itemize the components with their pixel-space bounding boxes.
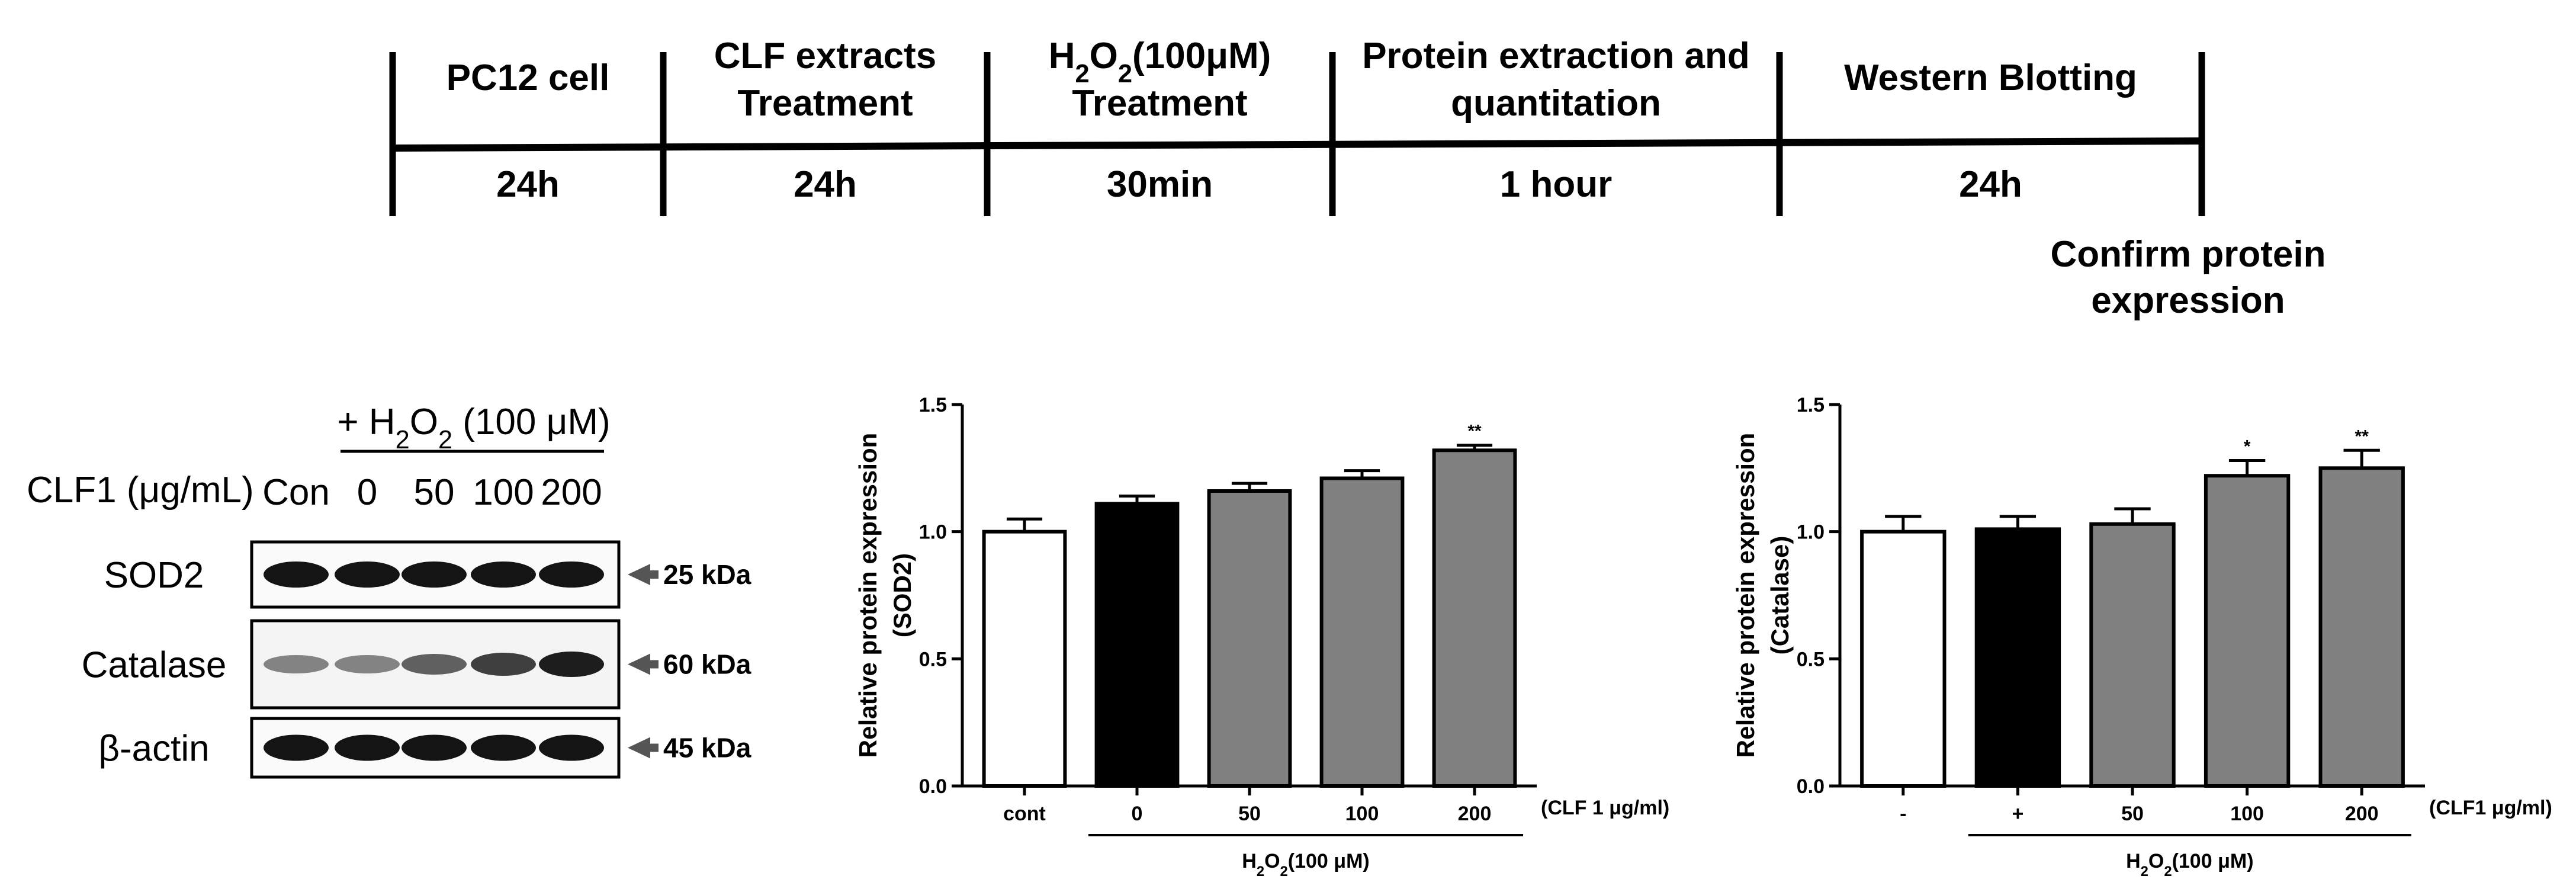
arrow-icon xyxy=(628,653,659,675)
blot-band xyxy=(402,734,467,761)
blot-lane-label: 100 xyxy=(473,472,534,513)
blot-band xyxy=(471,653,536,676)
arrow-icon xyxy=(628,564,659,585)
x-tick-label: - xyxy=(1900,803,1906,825)
bar xyxy=(1974,527,2061,788)
y-axis-title: (Catalase) xyxy=(1766,536,1794,655)
blot-band xyxy=(335,561,400,588)
y-tick-label: 0.0 xyxy=(1797,775,1825,798)
y-tick-label: 0.5 xyxy=(919,648,947,670)
y-tick-label: 0.0 xyxy=(919,775,947,798)
x-tick-label: 50 xyxy=(1238,803,1261,825)
x-tick-label: + xyxy=(2012,803,2023,825)
y-tick-label: 1.0 xyxy=(919,521,947,544)
timeline-step-duration: 24h xyxy=(794,164,857,205)
group-label: H2O2(100 μM) xyxy=(1242,850,1369,880)
y-tick-label: 0.5 xyxy=(1797,648,1825,670)
x-tick-label: 100 xyxy=(2230,803,2264,825)
y-tick-label: 1.5 xyxy=(919,394,947,416)
x-tick-label: cont xyxy=(1003,803,1046,825)
x-tick-label: 50 xyxy=(2121,803,2144,825)
blot-lane-label: 0 xyxy=(357,472,377,513)
unit-note: (CLF 1 μg/ml) xyxy=(1541,797,1669,819)
timeline-step-title: Treatment xyxy=(1072,83,1247,124)
timeline-step-title: Western Blotting xyxy=(1844,57,2137,98)
x-tick-label: 100 xyxy=(1345,803,1379,825)
bar xyxy=(982,530,1067,788)
bar xyxy=(2204,474,2291,788)
blot-band xyxy=(402,654,467,675)
blot-kda-label: 25 kDa xyxy=(663,559,751,590)
timeline-axis xyxy=(392,137,2202,152)
blot-concentration-label: CLF1 (μg/mL) xyxy=(27,470,254,511)
blot-lane-label: Con xyxy=(262,472,330,513)
significance-label: ** xyxy=(2355,426,2369,446)
blot-band xyxy=(471,561,536,588)
blot-band xyxy=(539,734,604,761)
timeline-step-duration: 24h xyxy=(1959,164,2022,205)
blot-lane-label: 200 xyxy=(541,472,602,513)
arrow-icon xyxy=(628,737,659,759)
blot-band xyxy=(264,734,329,761)
x-tick-label: 200 xyxy=(2345,803,2379,825)
timeline-end-note: Confirm protein xyxy=(2051,234,2326,275)
blot-band xyxy=(264,561,329,588)
bar xyxy=(1207,489,1292,788)
blot-band xyxy=(264,655,329,673)
unit-note: (CLF1 μg/ml) xyxy=(2429,797,2552,819)
x-tick-label: 0 xyxy=(1132,803,1143,825)
significance-label: * xyxy=(2244,437,2251,456)
blot-band xyxy=(335,734,400,761)
y-axis-title: Relative protein expression xyxy=(1732,433,1759,758)
timeline-step-title: Treatment xyxy=(737,83,913,124)
timeline-step-title: Protein extraction and xyxy=(1362,36,1750,76)
blot-kda-label: 60 kDa xyxy=(663,649,751,680)
timeline-step-title: PC12 cell xyxy=(447,57,610,98)
blot-band xyxy=(335,655,400,673)
timeline-step-duration: 1 hour xyxy=(1500,164,1612,205)
western-blot-panel: + H2O2 (100 μM) CLF1 (μg/mL) Con 0 50 100 200 S… xyxy=(27,402,751,779)
timeline-end-note: expression xyxy=(2091,280,2285,321)
group-label: H2O2(100 μM) xyxy=(2126,850,2253,880)
blot-band xyxy=(402,561,467,588)
y-axis-title: (SOD2) xyxy=(888,553,916,637)
timeline-step-title: H2O2(100μM) xyxy=(1049,36,1271,88)
x-tick-label: 200 xyxy=(1458,803,1492,825)
bar xyxy=(1432,448,1517,788)
timeline-step-title: quantitation xyxy=(1451,83,1661,124)
blot-protein-label: SOD2 xyxy=(104,555,204,596)
blot-band xyxy=(539,652,604,677)
y-tick-label: 1.5 xyxy=(1797,394,1825,416)
significance-label: ** xyxy=(1467,422,1482,441)
blot-protein-label: β-actin xyxy=(98,729,209,769)
blot-kda-label: 45 kDa xyxy=(663,733,751,763)
blot-band xyxy=(471,734,536,761)
bar xyxy=(2318,466,2405,788)
timeline-step-duration: 24h xyxy=(496,164,560,205)
blot-treatment-header: + H2O2 (100 μM) xyxy=(337,402,610,454)
y-tick-label: 1.0 xyxy=(1797,521,1825,544)
timeline-step-title: CLF extracts xyxy=(714,36,937,76)
blot-band xyxy=(539,561,604,588)
bar xyxy=(1860,530,1947,788)
blot-protein-label: Catalase xyxy=(82,645,227,686)
y-axis-title: Relative protein expression xyxy=(854,433,882,758)
catalase-bar-chart: 0.0 0.5 1.0 1.5 Relative protein expression (… xyxy=(1732,394,2552,880)
blot-lane-label: 50 xyxy=(414,472,455,513)
experiment-timeline: PC12 cell 24h CLF extracts Treatment 24h H2O2… xyxy=(389,36,2326,321)
bar xyxy=(2089,522,2176,788)
bar xyxy=(1094,502,1180,788)
bar xyxy=(1319,476,1405,788)
timeline-step-duration: 30min xyxy=(1107,164,1213,205)
